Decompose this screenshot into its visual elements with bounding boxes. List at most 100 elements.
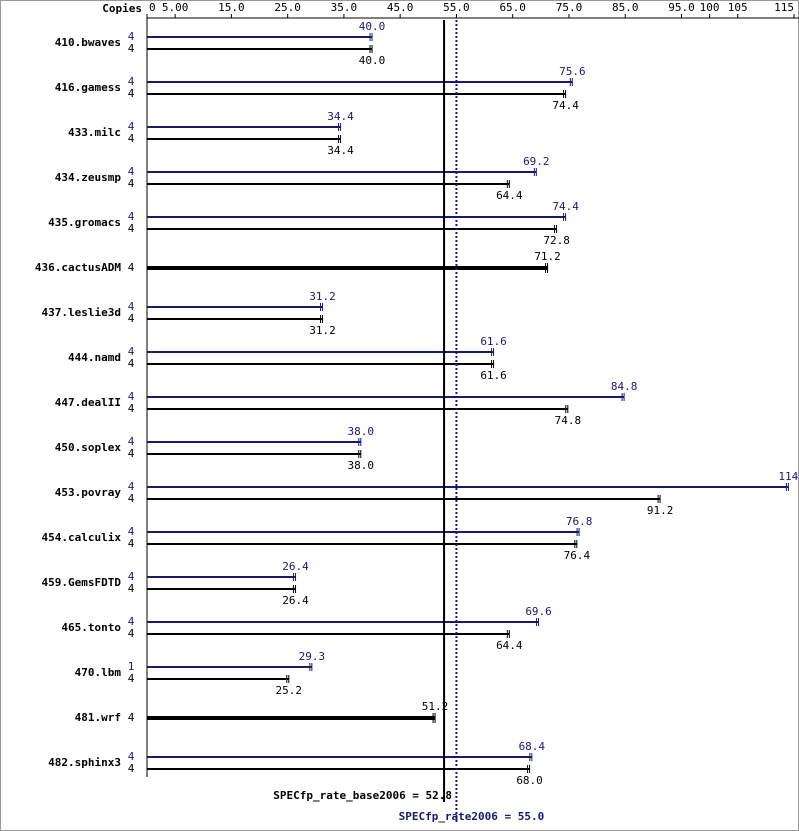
benchmark-label: 481.wrf xyxy=(75,711,121,724)
benchmark-label: 434.zeusmp xyxy=(55,171,122,184)
x-tick-label: 105 xyxy=(728,1,748,14)
benchmark-label: 450.soplex xyxy=(55,441,122,454)
benchmark-label: 453.povray xyxy=(55,486,122,499)
copies-label: 4 xyxy=(128,177,135,190)
benchmark-label: 416.gamess xyxy=(55,81,121,94)
copies-label: 4 xyxy=(128,762,135,775)
x-tick-label: 0 xyxy=(149,1,156,14)
copies-label: 4 xyxy=(128,570,135,583)
copies-label: 4 xyxy=(128,711,135,724)
copies-label: 4 xyxy=(128,615,135,628)
value-label: 34.4 xyxy=(327,144,354,157)
copies-label: 4 xyxy=(128,357,135,370)
copies-label: 4 xyxy=(128,300,135,313)
copies-label: 4 xyxy=(128,30,135,43)
benchmark-label: 470.lbm xyxy=(75,666,122,679)
value-label: 114 xyxy=(778,470,798,483)
value-label: 40.0 xyxy=(359,20,386,33)
value-label: 31.2 xyxy=(309,324,336,337)
value-label: 69.2 xyxy=(523,155,550,168)
copies-label: 4 xyxy=(128,222,135,235)
copies-label: 4 xyxy=(128,132,135,145)
x-tick-label: 65.0 xyxy=(499,1,526,14)
value-label: 64.4 xyxy=(496,639,523,652)
copies-label: 4 xyxy=(128,210,135,223)
value-label: 31.2 xyxy=(309,290,336,303)
copies-label: 4 xyxy=(128,75,135,88)
value-label: 38.0 xyxy=(348,459,375,472)
reference-label: SPECfp_rate2006 = 55.0 xyxy=(399,810,545,823)
value-label: 91.2 xyxy=(647,504,674,517)
copies-label: 1 xyxy=(128,660,135,673)
copies-label: 4 xyxy=(128,672,135,685)
value-label: 40.0 xyxy=(359,54,386,67)
benchmark-label: 433.milc xyxy=(68,126,121,139)
x-tick-label: 25.0 xyxy=(274,1,301,14)
x-tick-label: 5.00 xyxy=(162,1,189,14)
x-tick-label: 35.0 xyxy=(331,1,358,14)
benchmark-label: 437.leslie3d xyxy=(42,306,121,319)
value-label: 74.4 xyxy=(552,200,579,213)
value-label: 75.6 xyxy=(559,65,586,78)
value-label: 26.4 xyxy=(282,560,309,573)
benchmark-label: 447.dealII xyxy=(55,396,121,409)
x-tick-label: 85.0 xyxy=(612,1,639,14)
value-label: 34.4 xyxy=(327,110,354,123)
copies-label: 4 xyxy=(128,582,135,595)
value-label: 29.3 xyxy=(299,650,326,663)
x-tick-label: 115 xyxy=(774,1,794,14)
copies-label: 4 xyxy=(128,165,135,178)
value-label: 72.8 xyxy=(543,234,570,247)
value-label: 69.6 xyxy=(525,605,552,618)
copies-label: 4 xyxy=(128,627,135,640)
value-label: 68.0 xyxy=(516,774,543,787)
copies-label: 4 xyxy=(128,480,135,493)
value-label: 68.4 xyxy=(519,740,546,753)
reference-label: SPECfp_rate_base2006 = 52.8 xyxy=(273,789,452,802)
copies-label: 4 xyxy=(128,87,135,100)
value-label: 84.8 xyxy=(611,380,638,393)
x-tick-label: 95.0 xyxy=(668,1,695,14)
copies-label: 4 xyxy=(128,435,135,448)
copies-label: 4 xyxy=(128,120,135,133)
value-label: 51.2 xyxy=(422,700,449,713)
x-tick-label: 15.0 xyxy=(218,1,245,14)
value-label: 74.8 xyxy=(555,414,582,427)
copies-header: Copies xyxy=(102,2,142,15)
x-tick-label: 75.0 xyxy=(556,1,583,14)
copies-label: 4 xyxy=(128,390,135,403)
copies-label: 4 xyxy=(128,261,135,274)
benchmark-label: 410.bwaves xyxy=(55,36,121,49)
value-label: 38.0 xyxy=(348,425,375,438)
copies-label: 4 xyxy=(128,537,135,550)
x-tick-label: 45.0 xyxy=(387,1,414,14)
copies-label: 4 xyxy=(128,402,135,415)
benchmark-label: 436.cactusADM xyxy=(35,261,121,274)
value-label: 61.6 xyxy=(480,335,507,348)
value-label: 71.2 xyxy=(534,250,561,263)
copies-label: 4 xyxy=(128,447,135,460)
x-tick-label: 55.0 xyxy=(443,1,470,14)
benchmark-label: 465.tonto xyxy=(61,621,121,634)
value-label: 64.4 xyxy=(496,189,523,202)
value-label: 26.4 xyxy=(282,594,309,607)
benchmark-label: 454.calculix xyxy=(42,531,122,544)
copies-label: 4 xyxy=(128,312,135,325)
benchmark-label: 482.sphinx3 xyxy=(48,756,121,769)
value-label: 76.4 xyxy=(564,549,591,562)
value-label: 74.4 xyxy=(552,99,579,112)
value-label: 61.6 xyxy=(480,369,507,382)
copies-label: 4 xyxy=(128,42,135,55)
x-tick-label: 100 xyxy=(700,1,720,14)
copies-label: 4 xyxy=(128,750,135,763)
benchmark-label: 435.gromacs xyxy=(48,216,121,229)
benchmark-label: 459.GemsFDTD xyxy=(42,576,122,589)
copies-label: 4 xyxy=(128,345,135,358)
benchmark-label: 444.namd xyxy=(68,351,121,364)
copies-label: 4 xyxy=(128,525,135,538)
copies-label: 4 xyxy=(128,492,135,505)
value-label: 25.2 xyxy=(276,684,303,697)
